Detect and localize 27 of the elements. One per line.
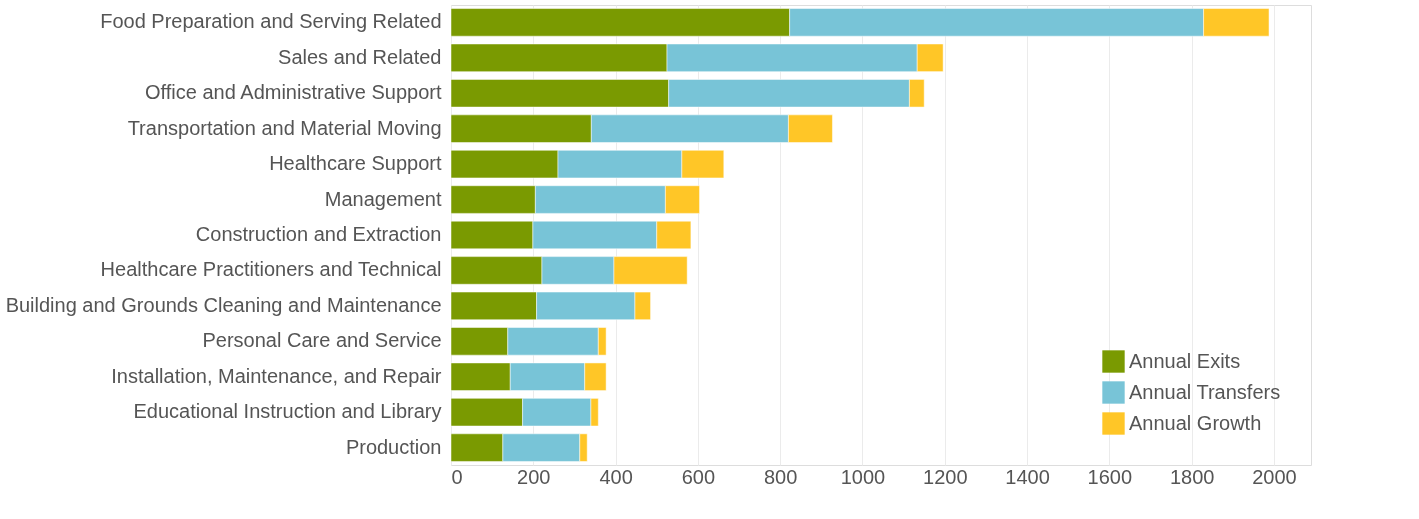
legend-label: Annual Transfers [1129, 380, 1281, 403]
x-tick-label: 200 [517, 465, 551, 488]
x-tick-label: 0 [451, 465, 463, 488]
x-tick-label: 1000 [840, 465, 886, 488]
x-tick-label: 2000 [1252, 465, 1297, 488]
x-tick-label: 1800 [1169, 465, 1215, 488]
y-tick-label: Food Preparation and Serving Related [100, 10, 442, 33]
y-tick-label: Healthcare Support [269, 152, 442, 175]
y-tick-label: Management [324, 187, 442, 210]
x-tick-label: 800 [764, 465, 798, 488]
legend-label: Annual Exits [1129, 349, 1241, 372]
x-tick-label: 1200 [923, 465, 968, 488]
y-tick-label: Transportation and Material Moving [127, 116, 442, 139]
y-tick-label: Sales and Related [278, 45, 442, 68]
x-tick-label: 600 [681, 465, 716, 488]
y-tick-label: Healthcare Practitioners and Technical [100, 258, 442, 281]
y-tick-label: Construction and Extraction [195, 223, 442, 245]
x-tick-label: 400 [599, 465, 633, 488]
y-tick-label: Personal Care and Service [202, 329, 442, 352]
y-tick-label: Educational Instruction and Library [133, 400, 442, 423]
y-tick-label: Installation, Maintenance, and Repair [111, 364, 442, 387]
y-tick-label: Building and Grounds Cleaning and Maintenance [5, 293, 442, 316]
legend-label: Annual Growth [1129, 411, 1262, 434]
x-tick-label: 1400 [1005, 465, 1050, 488]
x-tick-label: 1600 [1087, 465, 1133, 488]
y-tick-label: Office and Administrative Support [145, 81, 442, 104]
y-tick-label: Production [345, 435, 442, 458]
